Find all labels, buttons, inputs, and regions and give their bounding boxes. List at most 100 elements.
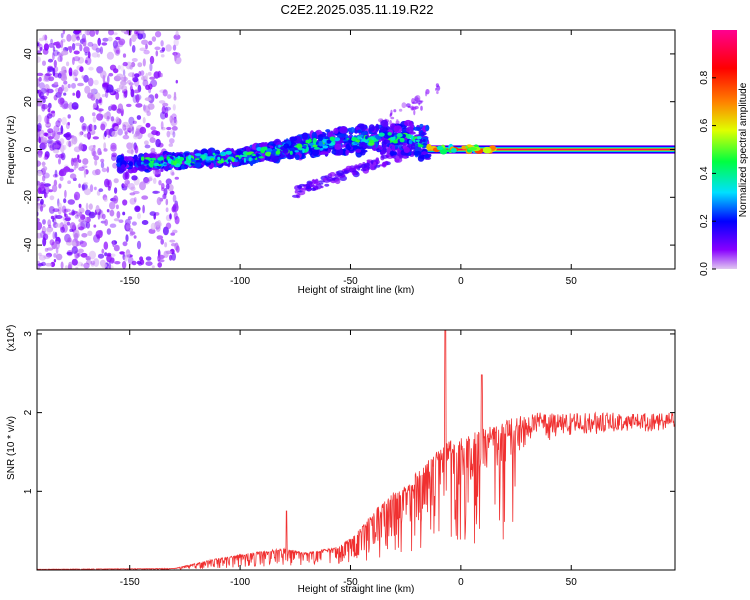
noise-speckle [148,40,153,46]
noise-speckle [55,253,63,261]
noise-speckle [78,226,85,231]
band-core [358,134,364,137]
band-core [385,139,391,144]
noise-speckle [130,186,136,191]
noise-speckle [141,195,149,200]
colorbar-label: Normalized spectral amplitude [738,82,749,217]
colorbar-tick-label: 0.4 [699,166,710,180]
band-core [308,138,312,144]
noise-speckle [158,222,163,227]
band-halo [245,146,251,152]
noise-speckle [111,154,117,161]
noise-speckle [76,36,80,41]
noise-speckle [172,229,178,234]
noise-speckle [103,148,108,152]
noise-speckle [96,53,101,58]
noise-speckle [61,205,67,214]
noise-speckle [118,38,126,46]
faint-blob [413,109,416,116]
band-core [339,137,345,140]
noise-speckle [175,30,179,36]
noise-speckle [129,37,132,47]
noise-speckle [114,187,118,194]
band-core [192,159,197,163]
noise-speckle [158,180,162,186]
band-halo [406,126,414,134]
noise-speckle [67,180,71,184]
noise-speckle [88,66,94,71]
noise-speckle [131,175,138,181]
faint-blob [398,108,403,112]
band-core [194,153,202,157]
noise-speckle [155,131,161,136]
band-core [303,144,307,148]
noise-speckle [131,33,139,40]
noise-speckle [131,72,135,81]
faint-blob [393,109,397,113]
noise-speckle [98,229,103,236]
band-halo [181,164,185,170]
noise-speckle [170,117,178,127]
noise-speckle [141,75,145,81]
noise-speckle [126,149,134,154]
band-core [242,154,248,158]
colorbar-tick-label: 0.6 [699,118,710,132]
band-halo [413,150,422,156]
noise-speckle [84,85,91,94]
secondary-band-blob [342,171,349,175]
noise-speckle [86,125,91,133]
noise-speckle [98,188,104,193]
band-core [387,132,392,136]
band-halo [417,155,425,162]
band-core [323,136,331,140]
noise-speckle [115,91,120,100]
spectrogram-ylabel: Frequency (Hz) [6,116,17,185]
noise-speckle [63,220,68,225]
band-halo [334,143,342,150]
noise-speckle [131,45,136,53]
noise-speckle [94,159,98,166]
noise-speckle [117,128,123,136]
noise-speckle [133,89,140,94]
snr-panel: -150 -100 -50 0 50 1 2 3 Height of straight lin… [6,325,676,595]
noise-speckle [74,161,79,169]
noise-speckle [124,131,128,135]
noise-speckle [127,256,134,265]
noise-speckle [101,167,107,173]
noise-speckle [118,219,124,223]
noise-speckle [43,183,51,187]
noise-speckle [52,184,58,193]
band-halo [403,146,410,153]
band-core [399,137,405,143]
noise-speckle [158,100,166,104]
noise-speckle [37,180,41,186]
noise-speckle [100,161,105,169]
noise-speckle [37,152,43,158]
band-core [312,144,318,148]
noise-speckle [147,71,152,76]
band-core [258,156,264,159]
band-core [271,150,276,155]
noise-speckle [125,252,130,259]
noise-speckle [80,252,88,258]
noise-speckle [72,69,79,77]
colorbar: 0.0 0.2 0.4 0.6 0.8 Normalized spectral ampl… [699,30,749,276]
noise-speckle [71,135,78,145]
band-core [417,144,424,148]
band-core [140,156,145,161]
noise-speckle [87,41,94,47]
band-core [422,139,426,142]
noise-speckle [47,136,54,140]
secondary-band-blob [352,170,358,173]
noise-speckle [57,55,63,63]
noise-speckle [144,144,151,149]
noise-speckle [47,139,54,144]
noise-speckle [71,102,79,110]
band-core [194,158,200,161]
noise-speckle [63,84,68,89]
spectrogram-marks [37,30,675,269]
noise-speckle [87,77,94,87]
secondary-band-blob [301,188,306,193]
band-core [284,148,288,152]
noise-speckle [66,61,70,67]
